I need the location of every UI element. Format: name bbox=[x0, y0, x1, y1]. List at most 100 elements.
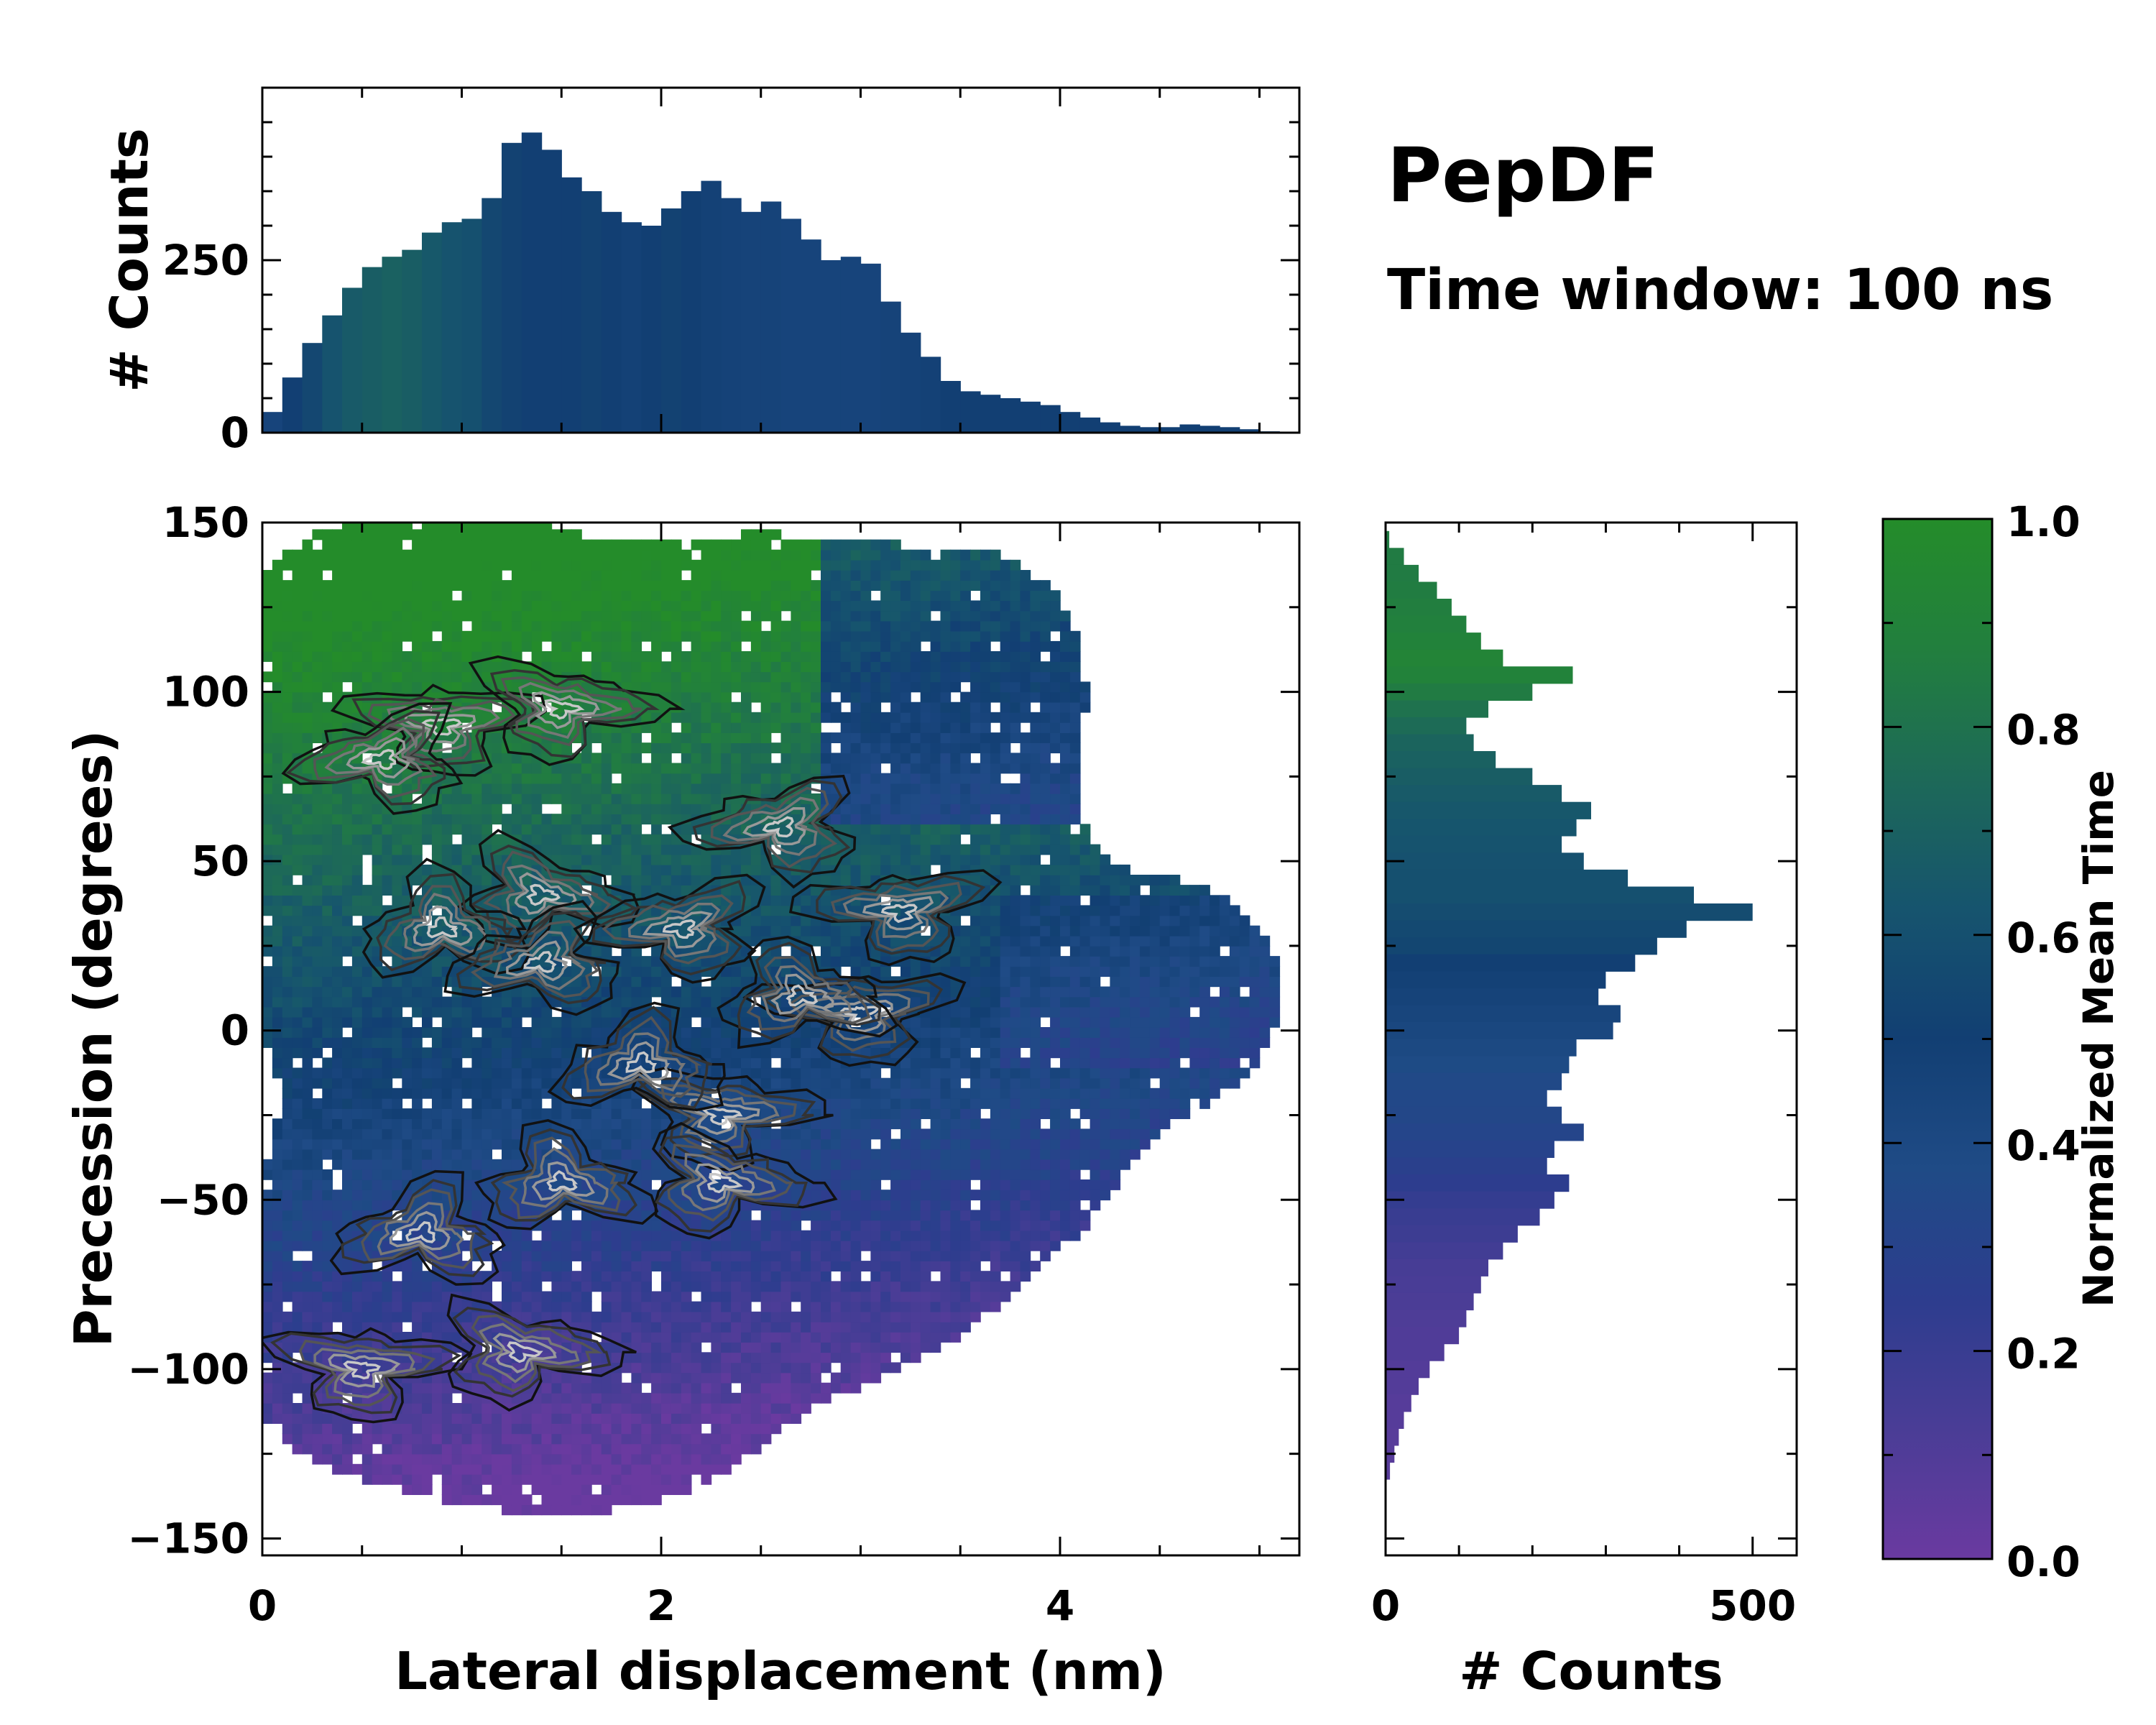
heatmap-cell bbox=[372, 1057, 383, 1069]
heatmap-cell bbox=[302, 804, 313, 814]
heatmap-cell bbox=[262, 1301, 273, 1312]
heatmap-cell bbox=[302, 620, 313, 632]
heatmap-cell bbox=[671, 1403, 682, 1414]
heatmap-cell bbox=[312, 1138, 323, 1150]
heatmap-cell bbox=[611, 793, 622, 804]
heatmap-cell bbox=[302, 1098, 313, 1109]
heatmap-cell bbox=[721, 1423, 732, 1435]
heatmap-cell bbox=[741, 702, 752, 713]
heatmap-cell bbox=[661, 580, 672, 591]
heatmap-cell bbox=[521, 1433, 533, 1445]
heatmap-cell bbox=[441, 1433, 453, 1445]
heatmap-cell bbox=[541, 1433, 553, 1445]
heatmap-cell bbox=[351, 590, 363, 602]
heatmap-cell bbox=[441, 1463, 453, 1475]
heatmap-cell bbox=[611, 1473, 622, 1485]
heatmap-cell bbox=[521, 1453, 533, 1465]
heatmap-cell bbox=[412, 1057, 423, 1069]
heatmap-cell bbox=[611, 651, 622, 662]
heatmap-cell bbox=[502, 763, 512, 774]
heatmap-cell bbox=[621, 620, 632, 632]
heatmap-cell bbox=[521, 1057, 533, 1069]
heatmap-cell bbox=[292, 804, 303, 814]
heatmap-cell bbox=[511, 742, 522, 754]
heatmap-cell bbox=[780, 895, 792, 906]
heatmap-cell bbox=[731, 742, 742, 754]
heatmap-cell bbox=[402, 580, 413, 591]
heatmap-cell bbox=[791, 1382, 802, 1394]
heatmap-cell bbox=[601, 1291, 612, 1302]
heatmap-cell bbox=[760, 1240, 772, 1251]
heatmap-cell bbox=[422, 1057, 433, 1069]
heatmap-cell bbox=[312, 1413, 323, 1424]
heatmap-cell bbox=[701, 570, 712, 581]
heatmap-cell bbox=[791, 610, 802, 622]
heatmap-cell bbox=[392, 570, 403, 581]
heatmap-cell bbox=[451, 651, 463, 662]
heatmap-cell bbox=[711, 1027, 722, 1038]
heatmap-cell bbox=[482, 844, 492, 855]
heatmap-cell bbox=[731, 753, 742, 764]
heatmap-cell bbox=[551, 1016, 563, 1028]
heatmap-cell bbox=[571, 559, 582, 571]
heatmap-cell bbox=[451, 580, 463, 591]
heatmap-cell bbox=[492, 580, 502, 591]
heatmap-cell bbox=[721, 1047, 732, 1059]
heatmap-cell bbox=[621, 1149, 632, 1160]
heatmap-cell bbox=[262, 1190, 273, 1201]
heatmap-cell bbox=[661, 1443, 672, 1455]
heatmap-cell bbox=[780, 1413, 792, 1424]
heatmap-cell bbox=[721, 763, 732, 774]
heatmap-cell bbox=[621, 773, 632, 784]
heatmap-cell bbox=[272, 1362, 283, 1374]
heatmap-cell bbox=[361, 610, 373, 622]
heatmap-cell bbox=[661, 793, 672, 804]
heatmap-cell bbox=[461, 1179, 473, 1190]
heatmap-cell bbox=[641, 1332, 652, 1343]
heatmap-cell bbox=[502, 1230, 512, 1241]
heatmap-cell bbox=[342, 1067, 353, 1079]
heatmap-cell bbox=[591, 1423, 602, 1435]
heatmap-cell bbox=[392, 661, 403, 673]
heatmap-cell bbox=[332, 1098, 343, 1109]
heatmap-cell bbox=[431, 580, 443, 591]
heatmap-cell bbox=[791, 712, 802, 723]
heatmap-cell bbox=[531, 1006, 543, 1018]
heatmap-cell bbox=[611, 854, 622, 865]
heatmap-cell bbox=[691, 1281, 702, 1292]
heatmap-cell bbox=[351, 1077, 363, 1089]
heatmap-cell bbox=[621, 640, 632, 652]
heatmap-cell bbox=[791, 1291, 802, 1302]
heatmap-cell bbox=[651, 1362, 662, 1374]
heatmap-cell bbox=[661, 1342, 672, 1353]
heatmap-cell bbox=[402, 1047, 413, 1059]
heatmap-cell bbox=[661, 661, 672, 673]
heatmap-cell bbox=[741, 1321, 752, 1333]
heatmap-cell bbox=[651, 864, 662, 875]
heatmap-cell bbox=[511, 630, 522, 642]
heatmap-cell bbox=[661, 549, 672, 561]
heatmap-cell bbox=[691, 854, 702, 865]
heatmap-cell bbox=[412, 986, 423, 998]
heatmap-cell bbox=[282, 1128, 293, 1140]
heatmap-cell bbox=[681, 600, 692, 612]
heatmap-cell bbox=[541, 1301, 553, 1312]
heatmap-cell bbox=[731, 844, 742, 855]
heatmap-cell bbox=[412, 1413, 423, 1424]
heatmap-cell bbox=[282, 580, 293, 591]
heatmap-cell bbox=[482, 1453, 492, 1465]
heatmap-cell bbox=[770, 895, 782, 906]
heatmap-cell bbox=[641, 1443, 652, 1455]
heatmap-cell bbox=[741, 1372, 752, 1384]
heatmap-cell bbox=[691, 570, 702, 581]
heatmap-cell bbox=[322, 864, 333, 875]
heatmap-cell bbox=[332, 824, 343, 835]
heatmap-cell bbox=[402, 1138, 413, 1150]
heatmap-cell bbox=[292, 1047, 303, 1059]
heatmap-cell bbox=[392, 1311, 403, 1322]
heatmap-cell bbox=[272, 559, 283, 571]
heatmap-cell bbox=[561, 1311, 572, 1322]
heatmap-cell bbox=[780, 1047, 792, 1059]
heatmap-cell bbox=[322, 671, 333, 683]
heatmap-cell bbox=[372, 529, 383, 540]
